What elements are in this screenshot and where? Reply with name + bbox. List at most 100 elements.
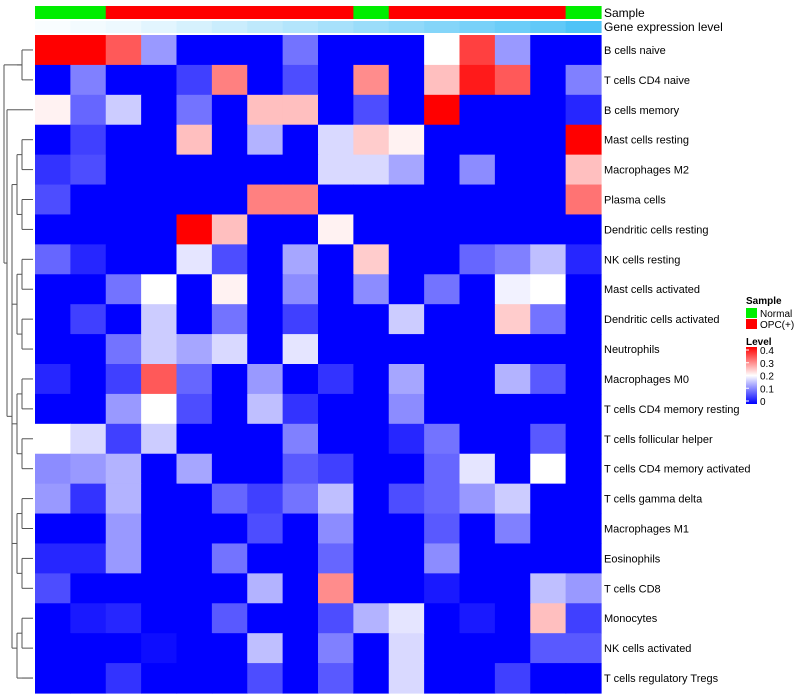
row-label: T cells CD4 naive xyxy=(604,75,690,87)
heatmap-cell xyxy=(318,423,354,455)
heatmap-cell xyxy=(141,94,178,126)
sample-annotation-cell xyxy=(141,6,178,19)
gene-expression-annotation-label: Gene expression level xyxy=(604,20,723,34)
heatmap-cell xyxy=(353,633,390,664)
heatmap-cell xyxy=(70,423,107,455)
heatmap-cell xyxy=(565,214,602,245)
heatmap-cell xyxy=(247,124,284,156)
heatmap-cell xyxy=(565,124,602,156)
heatmap-cell xyxy=(388,364,425,395)
heatmap-cell xyxy=(247,393,284,425)
heatmap-cell xyxy=(35,274,71,305)
row-label: Mast cells resting xyxy=(604,135,689,147)
heatmap-cell xyxy=(388,453,425,485)
row-label: Dendritic cells activated xyxy=(604,314,720,326)
heatmap-cell xyxy=(105,393,142,425)
heatmap-cell xyxy=(176,633,213,664)
heatmap-cell xyxy=(459,184,496,216)
heatmap-cell xyxy=(247,423,284,455)
heatmap-cell xyxy=(388,513,425,545)
sample-annotation-cell xyxy=(388,6,425,19)
level-legend-title: Level xyxy=(746,337,772,348)
heatmap-cell xyxy=(318,35,354,66)
heatmap-cell xyxy=(141,184,178,216)
heatmap-cell xyxy=(176,244,213,275)
heatmap-cell xyxy=(318,603,354,634)
heatmap-cell xyxy=(247,214,284,245)
heatmap-cell xyxy=(70,663,107,694)
heatmap-cell xyxy=(141,423,178,455)
heatmap-cell xyxy=(211,423,248,455)
heatmap-cell xyxy=(388,184,425,216)
heatmap-cell xyxy=(282,393,319,425)
heatmap-cell xyxy=(247,274,284,305)
gene-expression-cell xyxy=(424,21,461,33)
heatmap-cell xyxy=(35,573,71,604)
heatmap-cell xyxy=(176,663,213,694)
heatmap-cell xyxy=(35,94,71,126)
heatmap-cell xyxy=(388,154,425,186)
row-label: Macrophages M0 xyxy=(604,374,689,386)
row-label: Macrophages M1 xyxy=(604,524,689,536)
heatmap-cell xyxy=(176,393,213,425)
level-colorbar xyxy=(746,347,757,404)
heatmap-cell xyxy=(176,94,213,126)
heatmap-cell xyxy=(176,214,213,245)
heatmap-cell xyxy=(494,364,531,395)
heatmap-cell xyxy=(70,274,107,305)
heatmap-cell xyxy=(565,453,602,485)
heatmap-cell xyxy=(494,64,531,96)
heatmap-cell xyxy=(388,64,425,96)
heatmap-cell xyxy=(353,304,390,335)
heatmap-cell xyxy=(530,124,567,156)
heatmap-cell xyxy=(176,154,213,186)
gene-expression-cell xyxy=(565,21,602,33)
heatmap-cell xyxy=(459,603,496,634)
row-label: Eosinophils xyxy=(604,553,661,565)
heatmap-cell xyxy=(211,124,248,156)
row-dendrogram xyxy=(3,49,33,679)
row-label: Monocytes xyxy=(604,613,658,625)
heatmap-cell xyxy=(530,64,567,96)
heatmap-cell xyxy=(141,393,178,425)
heatmap-cell xyxy=(459,633,496,664)
heatmap-cell xyxy=(318,274,354,305)
heatmap-cell xyxy=(35,184,71,216)
gene-expression-cell xyxy=(353,21,390,33)
heatmap-cell xyxy=(141,64,178,96)
heatmap-cell xyxy=(318,334,354,365)
heatmap-cell xyxy=(105,35,142,66)
heatmap-cell xyxy=(459,423,496,455)
heatmap-cell xyxy=(459,513,496,545)
sample-annotation-cell xyxy=(424,6,461,19)
heatmap-cell xyxy=(105,364,142,395)
colorbar-tick-label: 0.1 xyxy=(760,384,774,395)
heatmap-cell xyxy=(70,304,107,335)
heatmap-cell xyxy=(494,274,531,305)
heatmap-cell xyxy=(353,214,390,245)
heatmap-cell xyxy=(70,603,107,634)
sample-annotation-cell xyxy=(318,6,354,19)
row-label: NK cells activated xyxy=(604,643,691,655)
heatmap-cell xyxy=(247,35,284,66)
heatmap-cell xyxy=(282,94,319,126)
heatmap-cell xyxy=(70,543,107,574)
heatmap-cell xyxy=(70,633,107,664)
heatmap-cell xyxy=(530,364,567,395)
heatmap-cell xyxy=(141,35,178,66)
heatmap-cell xyxy=(105,274,142,305)
row-label: T cells CD4 memory resting xyxy=(604,404,740,416)
heatmap-cell xyxy=(105,573,142,604)
gene-expression-cell xyxy=(105,21,142,33)
heatmap-cell xyxy=(424,184,461,216)
heatmap-cell xyxy=(459,124,496,156)
heatmap-cell xyxy=(247,64,284,96)
heatmap-cell xyxy=(459,453,496,485)
heatmap-cell xyxy=(141,453,178,485)
heatmap-cell xyxy=(105,423,142,455)
heatmap-cell xyxy=(211,483,248,515)
heatmap-cell xyxy=(565,423,602,455)
heatmap-cell xyxy=(211,274,248,305)
heatmap-cell xyxy=(565,573,602,604)
